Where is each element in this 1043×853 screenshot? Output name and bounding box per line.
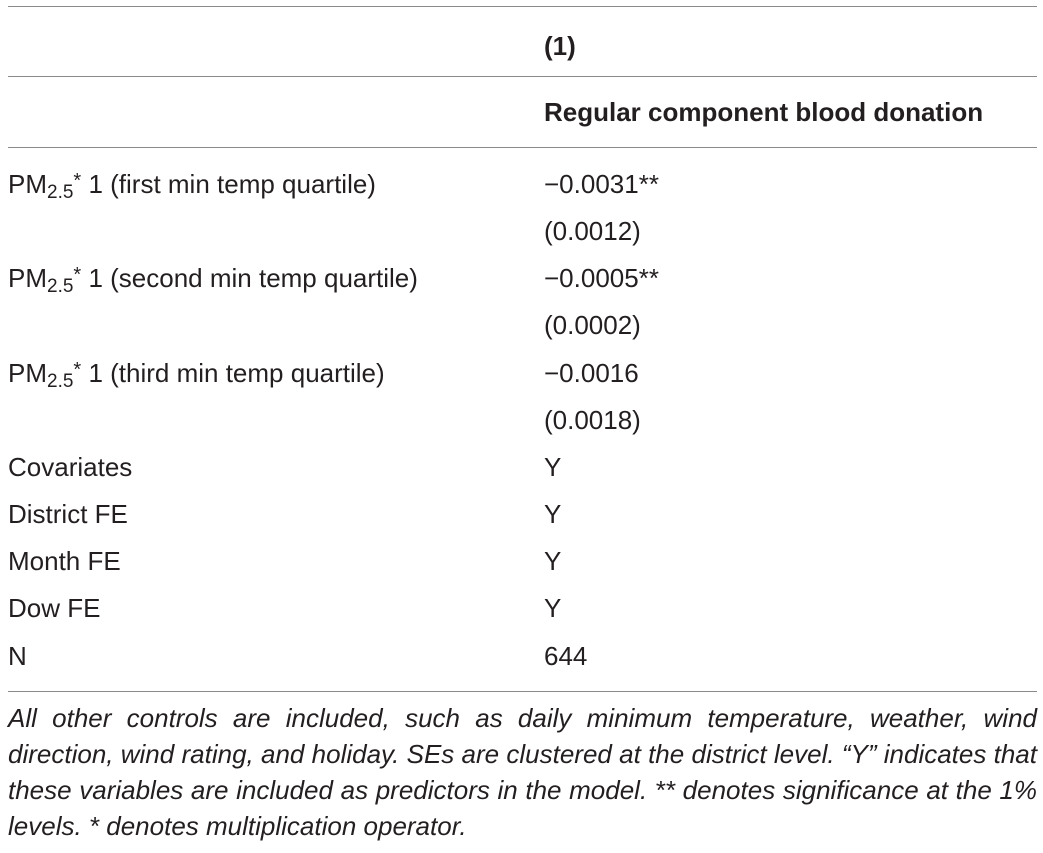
column-number-header: (1)	[544, 31, 576, 61]
table-footnote: All other controls are included, such as…	[8, 703, 1037, 841]
value-n: 644	[544, 641, 588, 671]
row-label-covariates: Covariates	[8, 452, 133, 482]
row-label-dow-fe: Dow FE	[8, 593, 101, 623]
row-label-n: N	[8, 641, 27, 671]
header-bottom-rule	[8, 147, 1037, 148]
value-covariates: Y	[544, 452, 562, 482]
standard-error-first-quartile: (0.0012)	[544, 216, 641, 246]
top-rule	[8, 6, 1037, 7]
row-label-pm25-second-quartile: PM2.5* 1 (second min temp quartile)	[8, 263, 418, 297]
coefficient-first-quartile: −0.0031**	[544, 169, 659, 199]
row-label-pm25-first-quartile: PM2.5* 1 (first min temp quartile)	[8, 169, 376, 203]
standard-error-third-quartile: (0.0018)	[544, 405, 641, 435]
row-label-pm25-third-quartile: PM2.5* 1 (third min temp quartile)	[8, 358, 385, 392]
coefficient-third-quartile: −0.0016	[544, 358, 639, 388]
bottom-rule	[8, 691, 1037, 692]
value-dow-fe: Y	[544, 593, 562, 623]
row-label-month-fe: Month FE	[8, 546, 121, 576]
row-label-district-fe: District FE	[8, 499, 128, 529]
value-district-fe: Y	[544, 499, 562, 529]
coefficient-second-quartile: −0.0005**	[544, 263, 659, 293]
column-title-header: Regular component blood donation	[544, 97, 984, 127]
header-divider-rule	[8, 76, 1037, 77]
value-month-fe: Y	[544, 546, 562, 576]
standard-error-second-quartile: (0.0002)	[544, 310, 641, 340]
